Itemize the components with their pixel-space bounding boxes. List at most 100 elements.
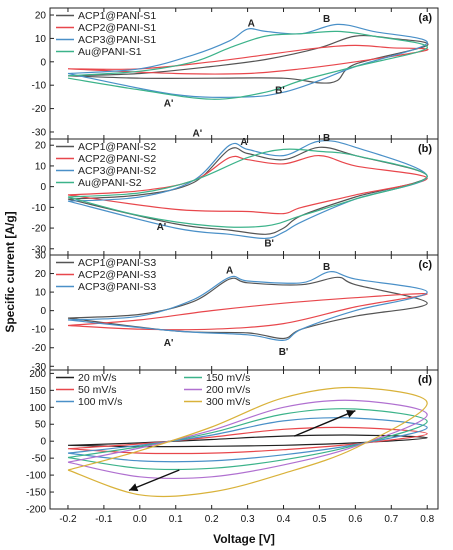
x-tick-label: -0.1	[95, 514, 113, 525]
y-tick-label: 0	[40, 306, 46, 317]
y-tick-label: 20	[35, 141, 47, 152]
series-line-1	[67, 34, 429, 84]
y-axis-label: Specific current [A/g]	[3, 211, 17, 332]
legend-entry: 150 mV/s	[206, 372, 250, 384]
y-tick-label: 50	[35, 420, 47, 431]
peak-annotation: A'	[164, 98, 174, 109]
y-tick-label: -20	[32, 104, 47, 115]
panel-label: (c)	[419, 259, 433, 271]
y-tick-label: 0	[40, 57, 46, 68]
legend-entry: ACP1@PANI-S2	[78, 141, 156, 153]
peak-annotation: A	[248, 19, 255, 30]
series-line-3	[67, 417, 428, 463]
y-tick-label: -50	[32, 454, 47, 465]
legend-entry: 100 mV/s	[78, 396, 122, 408]
x-tick-label: 0.5	[312, 514, 326, 525]
peak-annotation: B'	[275, 85, 285, 96]
series-line-6	[67, 386, 428, 498]
series-line-3	[67, 140, 428, 240]
x-tick-label: 0.7	[384, 514, 398, 525]
y-tick-label: 10	[35, 34, 47, 45]
y-tick-label: -100	[26, 471, 46, 482]
series-line-3	[67, 271, 428, 342]
y-tick-label: -20	[32, 224, 47, 235]
y-tick-label: 10	[35, 161, 47, 172]
legend-entry: ACP3@PANI-S2	[78, 165, 156, 177]
panel-label: (d)	[418, 374, 432, 386]
legend-entry: ACP1@PANI-S1	[78, 10, 156, 22]
peak-annotation: A	[226, 266, 233, 277]
x-tick-label: 0.3	[241, 514, 255, 525]
panel-frame	[49, 369, 439, 510]
legend-entry: 300 mV/s	[206, 396, 250, 408]
x-tick-label: 0.2	[205, 514, 219, 525]
series-line-4	[67, 408, 428, 471]
panel-3: -30 -20 -10 0 10 20 30 ACP1@PANI-S3ACP2@PANI-S3…	[32, 251, 439, 373]
series-line-3	[67, 23, 428, 98]
peak-annotation: B	[323, 14, 330, 25]
legend-entry: ACP1@PANI-S3	[78, 257, 156, 269]
y-tick-label: 200	[29, 369, 46, 380]
y-tick-label: -30	[32, 244, 47, 255]
x-axis-label: Voltage [V]	[213, 532, 275, 546]
series-line-2	[67, 154, 428, 215]
legend-entry: ACP2@PANI-S2	[78, 153, 156, 165]
series-line-1	[67, 434, 428, 448]
legend-entry: ACP3@PANI-S3	[78, 281, 156, 293]
peak-annotation: A'	[157, 222, 167, 233]
legend-entry: ACP2@PANI-S1	[78, 22, 156, 34]
legend-entry: Au@PANI-S1	[78, 46, 142, 58]
peak-annotation: B	[323, 133, 330, 144]
legend-entry: 20 mV/s	[78, 372, 117, 384]
x-tick-label: 0.1	[169, 514, 183, 525]
y-tick-label: 100	[29, 403, 46, 414]
y-tick-label: -150	[26, 488, 46, 499]
y-tick-label: -10	[32, 203, 47, 214]
legend-entry: ACP2@PANI-S3	[78, 269, 156, 281]
y-tick-label: -30	[32, 362, 47, 373]
legend-entry: 50 mV/s	[78, 384, 117, 396]
peak-annotation: A'	[164, 338, 174, 349]
peak-annotation: A	[240, 137, 247, 148]
peak-annotation: B'	[279, 347, 289, 358]
y-tick-label: -10	[32, 81, 47, 92]
x-tick-label: 0.0	[133, 514, 147, 525]
series-line-4	[67, 30, 428, 100]
legend-entry: Au@PANI-S2	[78, 177, 142, 189]
y-tick-label: 10	[35, 288, 47, 299]
legend-entry: 200 mV/s	[206, 384, 250, 396]
y-tick-label: -200	[26, 505, 46, 516]
panel-label: (a)	[419, 12, 433, 24]
y-tick-label: 30	[35, 251, 47, 262]
y-tick-label: -30	[32, 127, 47, 138]
y-tick-label: 0	[40, 437, 46, 448]
legend-entry: ACP3@PANI-S1	[78, 34, 156, 46]
y-tick-label: 150	[29, 386, 46, 397]
series-line-4	[67, 148, 428, 228]
panel-label: (b)	[418, 143, 432, 155]
y-tick-label: 0	[40, 182, 46, 193]
series-line-2	[67, 44, 429, 75]
scan-rate-arrow	[294, 410, 356, 437]
x-tick-label: 0.6	[348, 514, 362, 525]
panel-1: -30 -20 -10 0 10 20 ACP1@PANI-S1ACP2@PANI-S1AC…	[32, 7, 439, 140]
y-tick-label: 20	[35, 269, 47, 280]
series-line-1	[67, 276, 428, 340]
peak-annotation: A'	[192, 129, 202, 140]
x-tick-label: 0.8	[420, 514, 434, 525]
scan-rate-arrow	[128, 469, 180, 492]
y-tick-label: -20	[32, 343, 47, 354]
panel-2: -30 -20 -10 0 10 20 ACP1@PANI-S2ACP2@PANI-S2AC…	[32, 133, 439, 256]
y-tick-label: -10	[32, 325, 47, 336]
peak-annotation: B'	[264, 239, 274, 250]
peak-annotation: B	[323, 262, 330, 273]
series-line-5	[67, 399, 428, 480]
x-tick-label: -0.2	[59, 514, 77, 525]
series-line-2	[67, 426, 428, 455]
panel-4: -200 -150 -100 -50 0 50 100 150 200 20 mV/s50 mV/…	[26, 369, 439, 525]
y-tick-label: 20	[35, 11, 47, 22]
x-tick-label: 0.4	[277, 514, 291, 525]
series-line-2	[67, 293, 428, 331]
